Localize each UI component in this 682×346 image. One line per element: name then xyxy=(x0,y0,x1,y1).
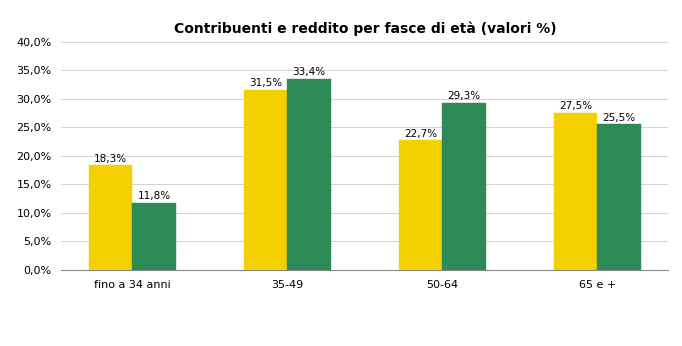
Text: 11,8%: 11,8% xyxy=(138,191,170,201)
Title: Contribuenti e reddito per fasce di età (valori %): Contribuenti e reddito per fasce di età … xyxy=(173,22,557,36)
Bar xyxy=(399,140,443,270)
Bar xyxy=(443,103,486,270)
Bar xyxy=(554,113,597,270)
Text: 31,5%: 31,5% xyxy=(249,78,282,88)
Text: 22,7%: 22,7% xyxy=(404,129,437,138)
Bar xyxy=(132,202,176,270)
Text: 25,5%: 25,5% xyxy=(602,112,636,122)
Bar xyxy=(89,165,132,270)
Text: 29,3%: 29,3% xyxy=(447,91,481,101)
Bar xyxy=(244,90,287,270)
Text: 33,4%: 33,4% xyxy=(293,67,325,78)
Bar xyxy=(287,79,331,270)
Bar xyxy=(597,124,641,270)
Text: 18,3%: 18,3% xyxy=(94,154,128,164)
Text: 27,5%: 27,5% xyxy=(559,101,592,111)
